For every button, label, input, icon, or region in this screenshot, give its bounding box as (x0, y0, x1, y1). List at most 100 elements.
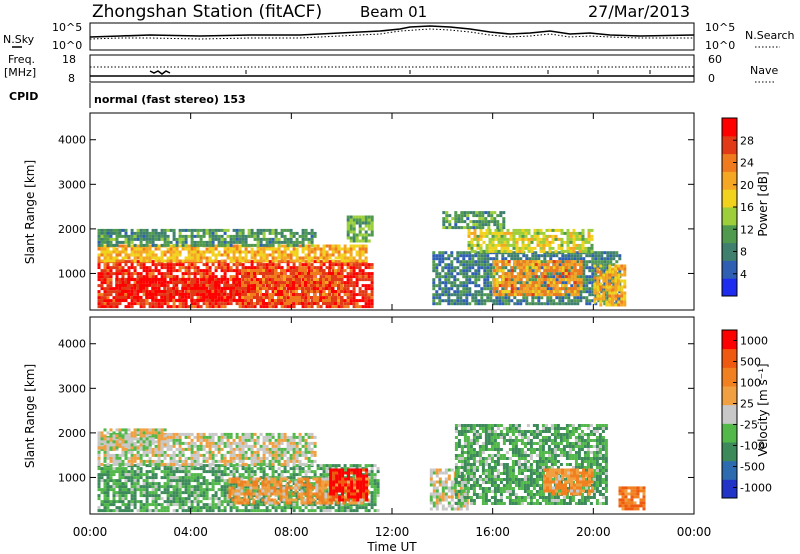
power-cell (346, 227, 350, 231)
power-cell (495, 272, 499, 276)
power-cell (154, 263, 158, 267)
power-cell (172, 231, 176, 235)
power-cell (187, 281, 191, 285)
power-cell (494, 228, 498, 232)
power-cell (358, 293, 362, 297)
power-cell (217, 296, 221, 300)
velocity-cell (187, 482, 191, 486)
power-cell (465, 302, 469, 306)
power-cell (361, 290, 365, 294)
power-cell (340, 299, 343, 302)
power-cell (262, 299, 265, 302)
power-cell (100, 247, 104, 251)
power-cell (181, 272, 185, 276)
power-cell (525, 284, 529, 288)
power-cell (457, 220, 461, 224)
velocity-cell (175, 503, 179, 507)
power-cell (447, 275, 451, 279)
power-cell (184, 243, 188, 247)
power-cell (588, 290, 592, 294)
power-cell (148, 237, 152, 241)
power-cell (493, 211, 497, 215)
velocity-cell (253, 488, 257, 492)
power-cell (591, 290, 595, 294)
power-cell (304, 275, 307, 278)
velocity-cell (133, 500, 137, 504)
power-cell (313, 284, 317, 288)
power-cell (542, 234, 546, 238)
power-cell (500, 231, 504, 235)
power-cell (157, 237, 161, 241)
power-cell (265, 259, 269, 263)
power-cell (190, 295, 194, 299)
power-cell (190, 259, 194, 263)
power-cell (205, 259, 209, 263)
power-cell (462, 251, 466, 255)
velocity-cell (133, 506, 137, 510)
power-cell (486, 260, 490, 264)
power-cell (473, 234, 477, 238)
power-cell (277, 278, 280, 281)
power-cell (531, 263, 535, 267)
velocity-cell (238, 509, 242, 513)
power-cell (292, 281, 295, 284)
velocity-cell (127, 479, 131, 483)
power-cell (364, 224, 368, 228)
power-cell (325, 259, 329, 263)
power-cell (486, 257, 490, 261)
power-cell (235, 240, 239, 244)
power-cell (516, 299, 520, 303)
power-cell (211, 280, 215, 284)
power-cell (558, 260, 562, 264)
power-cell (247, 269, 250, 272)
power-cell (316, 281, 319, 284)
power-cell (483, 257, 487, 261)
power-cell (256, 281, 259, 284)
power-cell (229, 256, 233, 260)
power-cell (614, 276, 618, 280)
power-cell (124, 260, 128, 264)
power-cell (289, 237, 293, 241)
velocity-cell (205, 485, 209, 489)
power-cell (160, 305, 164, 309)
power-cell (476, 237, 480, 241)
power-cell (163, 295, 167, 299)
velocity-cell (247, 485, 251, 489)
velocity-cell (97, 497, 101, 501)
power-cell (489, 293, 493, 297)
power-cell (202, 250, 206, 254)
power-cell (334, 263, 338, 267)
power-cell (358, 253, 362, 257)
velocity-cell (130, 473, 134, 477)
power-cell (136, 263, 140, 267)
power-cell (331, 272, 334, 275)
power-cell (253, 234, 257, 238)
power-cell (581, 231, 585, 235)
power-cell (166, 263, 170, 267)
power-cell (478, 220, 482, 224)
power-cell (543, 266, 547, 270)
power-cell (438, 284, 442, 288)
power-cell (178, 277, 182, 281)
power-cell (504, 272, 508, 276)
power-cell (118, 231, 122, 235)
power-cell (160, 302, 164, 306)
power-cell (157, 231, 161, 235)
power-cell (244, 243, 248, 247)
power-cell (545, 240, 549, 244)
power-cell (358, 244, 362, 248)
power-cell (537, 275, 541, 279)
power-cell (349, 247, 353, 251)
power-cell (479, 249, 483, 253)
power-cell (202, 286, 206, 290)
power-cell (262, 231, 266, 235)
power-cell (453, 281, 457, 285)
power-cell (100, 287, 104, 291)
power-cell (103, 228, 107, 232)
power-cell (343, 269, 347, 273)
velocity-cell (187, 506, 191, 510)
velocity-cell (181, 485, 185, 489)
velocity-cell (256, 500, 260, 504)
velocity-cell (151, 470, 155, 474)
power-cell (576, 263, 580, 267)
